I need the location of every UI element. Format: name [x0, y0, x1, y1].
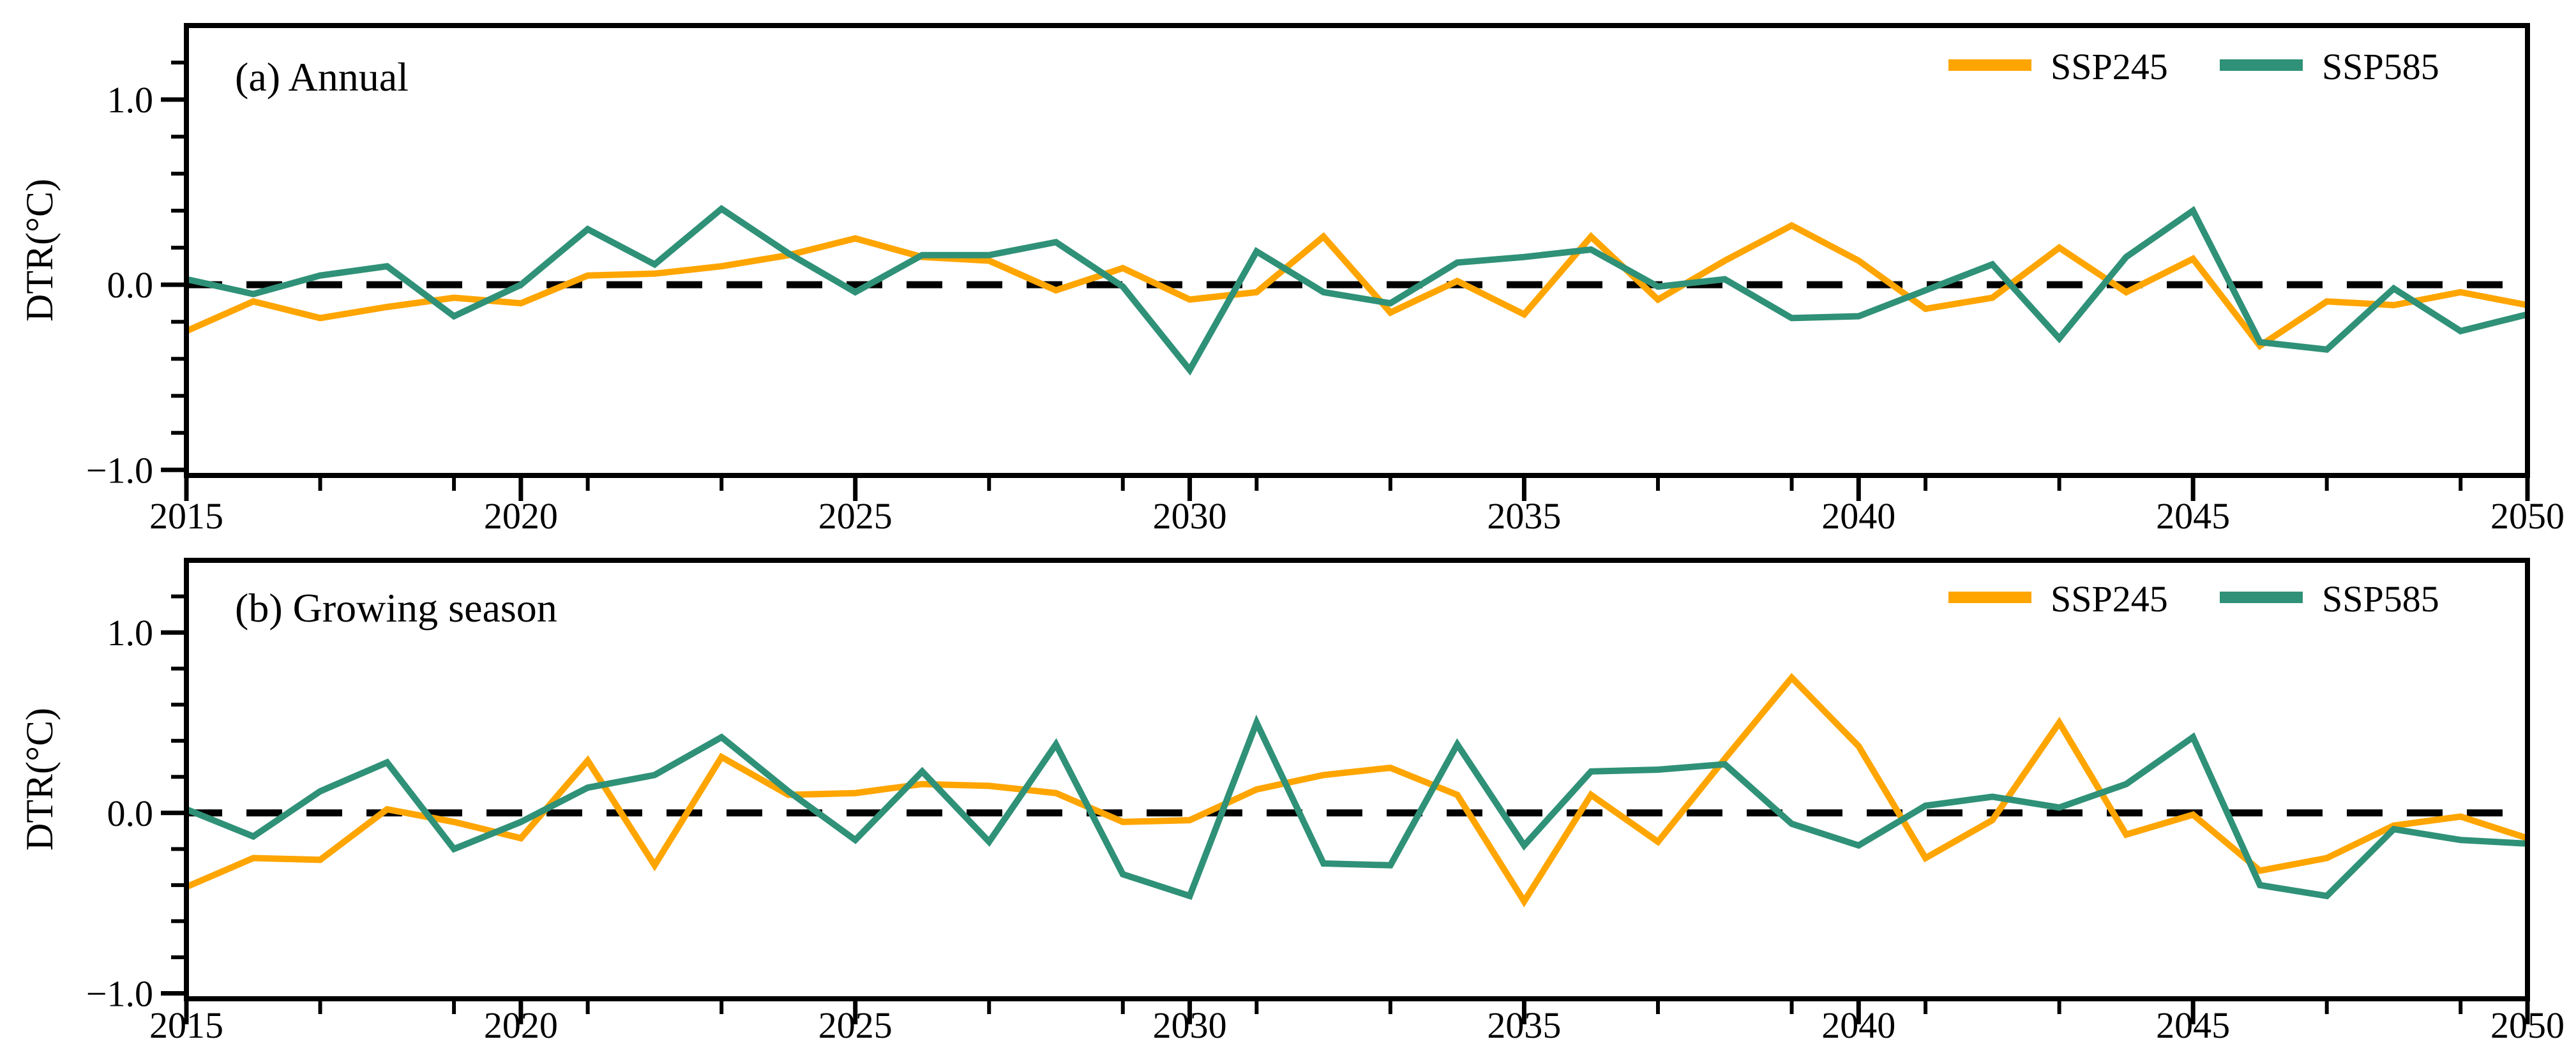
panel-a-title: (a) Annual — [235, 54, 409, 100]
x-tick-label: 2035 — [1487, 1005, 1561, 1043]
data-series-lines — [185, 204, 2529, 376]
series-line-ssp585 — [185, 204, 2529, 376]
axis-tick-labels: 2015 2020 2025 2030 2035 2040 2045 2050 −1.0 0.0 1… — [86, 79, 2565, 537]
x-tick-label: 2015 — [149, 1005, 223, 1043]
y-tick-label: 0.0 — [107, 264, 154, 306]
panel-annual: 2015 2020 2025 2030 2035 2040 2045 2050 −1.0 0.0 1… — [19, 23, 2565, 537]
y-tick-label: 1.0 — [107, 79, 154, 121]
legend-label-ssp245: SSP245 — [2051, 46, 2168, 87]
x-tick-label: 2045 — [2156, 495, 2230, 537]
x-tick-label: 2045 — [2156, 1005, 2230, 1043]
legend-label-ssp245: SSP245 — [2051, 578, 2168, 620]
legend-label-ssp585: SSP585 — [2322, 578, 2439, 620]
legend-label-ssp585: SSP585 — [2322, 46, 2439, 87]
x-tick-label: 2040 — [1821, 495, 1895, 537]
x-tick-label: 2025 — [818, 1005, 893, 1043]
x-tick-label: 2050 — [2490, 1005, 2565, 1043]
x-tick-label: 2035 — [1487, 495, 1561, 537]
plot-border — [184, 558, 2530, 1001]
y-tick-label: 0.0 — [107, 793, 154, 834]
axis-tick-labels: 2015 2020 2025 2030 2035 2040 2045 2050 −1.0 0.0 1… — [86, 612, 2565, 1046]
panel-b-title: (b) Growing season — [235, 585, 557, 631]
series-line-ssp245 — [185, 673, 2529, 908]
panel-b-y-axis-label: DTR(°C) — [19, 708, 61, 851]
x-tick-label: 2025 — [818, 495, 893, 537]
panel-b-legend: SSP245 SSP585 — [1948, 578, 2439, 620]
panel-growing-season: 2015 2020 2025 2030 2035 2040 2045 2050 −1.0 0.0 1… — [19, 558, 2565, 1046]
panel-a-legend: SSP245 SSP585 — [1948, 46, 2439, 87]
y-tick-label: 1.0 — [107, 612, 154, 654]
y-tick-label: −1.0 — [86, 973, 153, 1015]
x-tick-label: 2040 — [1821, 1005, 1895, 1043]
plot-border — [184, 23, 2530, 478]
y-tick-label: −1.0 — [86, 449, 153, 491]
x-tick-label: 2030 — [1153, 1005, 1227, 1043]
series-line-ssp245 — [185, 221, 2528, 350]
x-tick-label: 2030 — [1153, 495, 1227, 537]
x-tick-label: 2015 — [149, 495, 223, 537]
data-series-lines — [185, 673, 2529, 908]
panel-a-y-axis-label: DTR(°C) — [19, 179, 61, 322]
x-tick-label: 2020 — [484, 495, 558, 537]
x-tick-label: 2020 — [484, 1005, 558, 1043]
x-tick-label: 2050 — [2490, 495, 2565, 537]
series-line-ssp585 — [185, 714, 2528, 900]
